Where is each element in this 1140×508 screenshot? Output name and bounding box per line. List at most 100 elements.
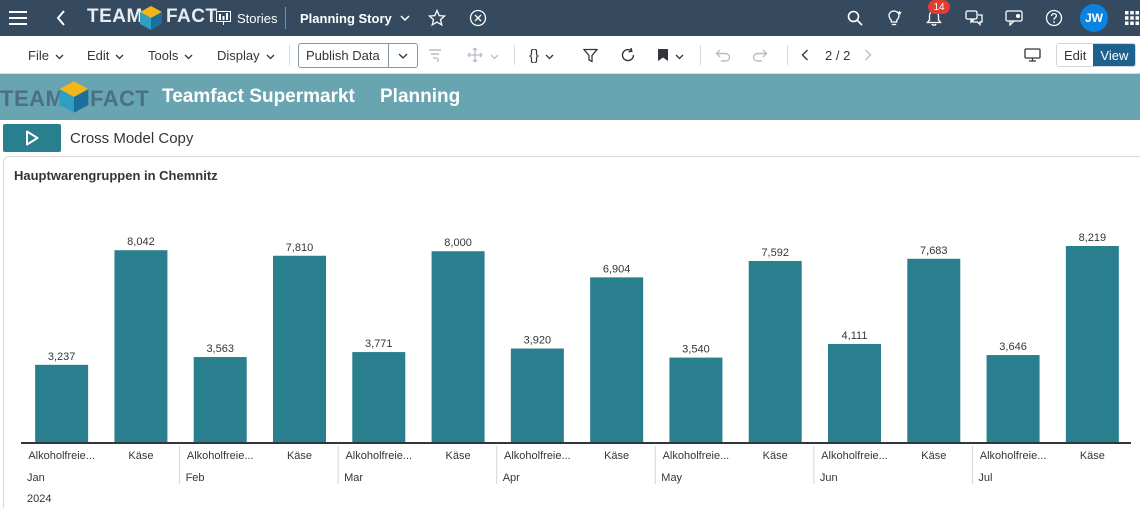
device-preview-icon[interactable] — [1024, 36, 1041, 74]
category-tick-label: Alkoholfreie... — [345, 450, 412, 462]
bar-value-label: 3,540 — [682, 344, 710, 356]
view-mode-button[interactable]: View — [1093, 44, 1136, 66]
chart-bar — [1065, 246, 1119, 442]
move-icon[interactable] — [466, 36, 499, 74]
cross-model-copy-label: Cross Model Copy — [70, 129, 194, 147]
sort-icon[interactable] — [427, 36, 443, 74]
stories-label: Stories — [237, 10, 278, 26]
publish-data-label: Publish Data — [299, 44, 389, 67]
edit-mode-button[interactable]: Edit — [1057, 44, 1094, 66]
display-menu[interactable]: Display — [217, 36, 275, 74]
shell-logo-left: TEAM — [87, 6, 143, 27]
bar-value-label: 7,592 — [761, 247, 789, 259]
bar-value-label: 6,904 — [603, 263, 631, 275]
chevron-down-icon — [55, 48, 64, 63]
edit-menu[interactable]: Edit — [87, 36, 124, 74]
curly-braces-icon: {} — [529, 46, 540, 64]
shell-divider — [285, 7, 286, 29]
formula-menu[interactable]: {} — [529, 36, 554, 74]
help-icon[interactable] — [1044, 0, 1064, 36]
bar-value-label: 7,810 — [286, 242, 314, 254]
chart-bar — [828, 343, 881, 442]
month-label: Feb — [186, 472, 205, 484]
category-tick-label: Alkoholfreie... — [504, 450, 571, 462]
month-label: Jan — [27, 472, 45, 484]
tools-menu[interactable]: Tools — [148, 36, 193, 74]
chart-bar — [431, 251, 485, 442]
category-tick-label: Alkoholfreie... — [187, 450, 254, 462]
toolbar-separator — [289, 45, 290, 65]
shell-bar: TEAM FACT Stories Planning Story 14 — [0, 0, 1140, 36]
notification-count-badge: 14 — [928, 0, 950, 14]
refresh-icon[interactable] — [620, 36, 636, 74]
toolbar-separator — [700, 45, 701, 65]
toolbar-separator — [514, 45, 515, 65]
display-menu-label: Display — [217, 47, 260, 63]
lightbulb-icon[interactable] — [884, 0, 904, 36]
user-avatar[interactable]: JW — [1080, 4, 1108, 32]
category-tick-label: Käse — [604, 450, 629, 462]
bookmark-icon — [657, 48, 669, 62]
publish-data-button[interactable]: Publish Data — [298, 43, 418, 68]
tools-menu-label: Tools — [148, 47, 179, 63]
bar-value-label: 3,920 — [524, 335, 552, 347]
category-tick-label: Käse — [921, 450, 946, 462]
redo-icon[interactable] — [752, 36, 768, 74]
bar-value-label: 4,111 — [842, 330, 868, 342]
story-title-dropdown[interactable]: Planning Story — [300, 0, 410, 36]
chevron-down-icon — [545, 47, 554, 64]
run-cross-model-copy-button[interactable] — [3, 124, 61, 152]
year-label: 2024 — [27, 493, 51, 505]
bar-value-label: 8,219 — [1079, 232, 1107, 244]
next-page-icon[interactable] — [864, 36, 872, 74]
month-label: Apr — [503, 472, 520, 484]
file-menu-label: File — [28, 47, 49, 63]
back-arrow-icon[interactable] — [52, 0, 70, 36]
filter-icon[interactable] — [583, 36, 598, 74]
banner-company: Teamfact Supermarkt — [162, 86, 355, 107]
banner-page-title: Planning — [380, 86, 461, 107]
play-icon — [25, 130, 39, 146]
category-tick-label: Käse — [446, 450, 471, 462]
chart-bar — [114, 250, 168, 442]
chart-bar — [273, 255, 326, 442]
edit-view-toggle: Edit View — [1056, 43, 1137, 67]
previous-page-icon[interactable] — [801, 36, 809, 74]
category-tick-label: Käse — [287, 450, 312, 462]
chevron-down-icon — [400, 15, 410, 21]
category-tick-label: Alkoholfreie... — [28, 450, 95, 462]
chevron-down-icon — [115, 48, 124, 63]
undo-icon[interactable] — [715, 36, 731, 74]
banner-logo-left: TEAM — [0, 86, 65, 111]
hamburger-menu-icon[interactable] — [6, 0, 30, 36]
month-label: May — [661, 472, 682, 484]
banner-cube-icon — [58, 80, 90, 119]
bookmark-menu[interactable] — [657, 36, 684, 74]
banner-logo-right: FACT — [90, 86, 150, 111]
month-label: Mar — [344, 472, 363, 484]
favorite-star-icon[interactable] — [427, 0, 447, 36]
chevron-down-icon — [675, 48, 684, 63]
chat-bubbles-icon[interactable] — [964, 0, 984, 36]
category-tick-label: Alkoholfreie... — [980, 450, 1047, 462]
chevron-down-icon — [490, 48, 499, 63]
chart-bar — [35, 364, 89, 442]
category-tick-label: Alkoholfreie... — [821, 450, 888, 462]
stories-icon — [216, 11, 231, 25]
category-tick-label: Käse — [1080, 450, 1105, 462]
chart-bar — [193, 357, 247, 442]
category-tick-label: Käse — [128, 450, 153, 462]
app-grid-icon[interactable] — [1124, 0, 1140, 36]
feedback-icon[interactable] — [1004, 0, 1024, 36]
month-label: Jul — [978, 472, 992, 484]
shell-logo-right: FACT — [166, 6, 218, 27]
category-tick-label: Alkoholfreie... — [663, 450, 730, 462]
toolbar-separator — [787, 45, 788, 65]
story-toolbar: File Edit Tools Display Publish Data {} — [0, 36, 1140, 74]
publish-dropdown-chevron-icon[interactable] — [389, 44, 417, 67]
close-circle-icon[interactable] — [468, 0, 488, 36]
search-icon[interactable] — [845, 0, 865, 36]
bar-value-label: 3,646 — [999, 341, 1027, 353]
stories-link[interactable]: Stories — [216, 0, 277, 36]
file-menu[interactable]: File — [28, 36, 64, 74]
